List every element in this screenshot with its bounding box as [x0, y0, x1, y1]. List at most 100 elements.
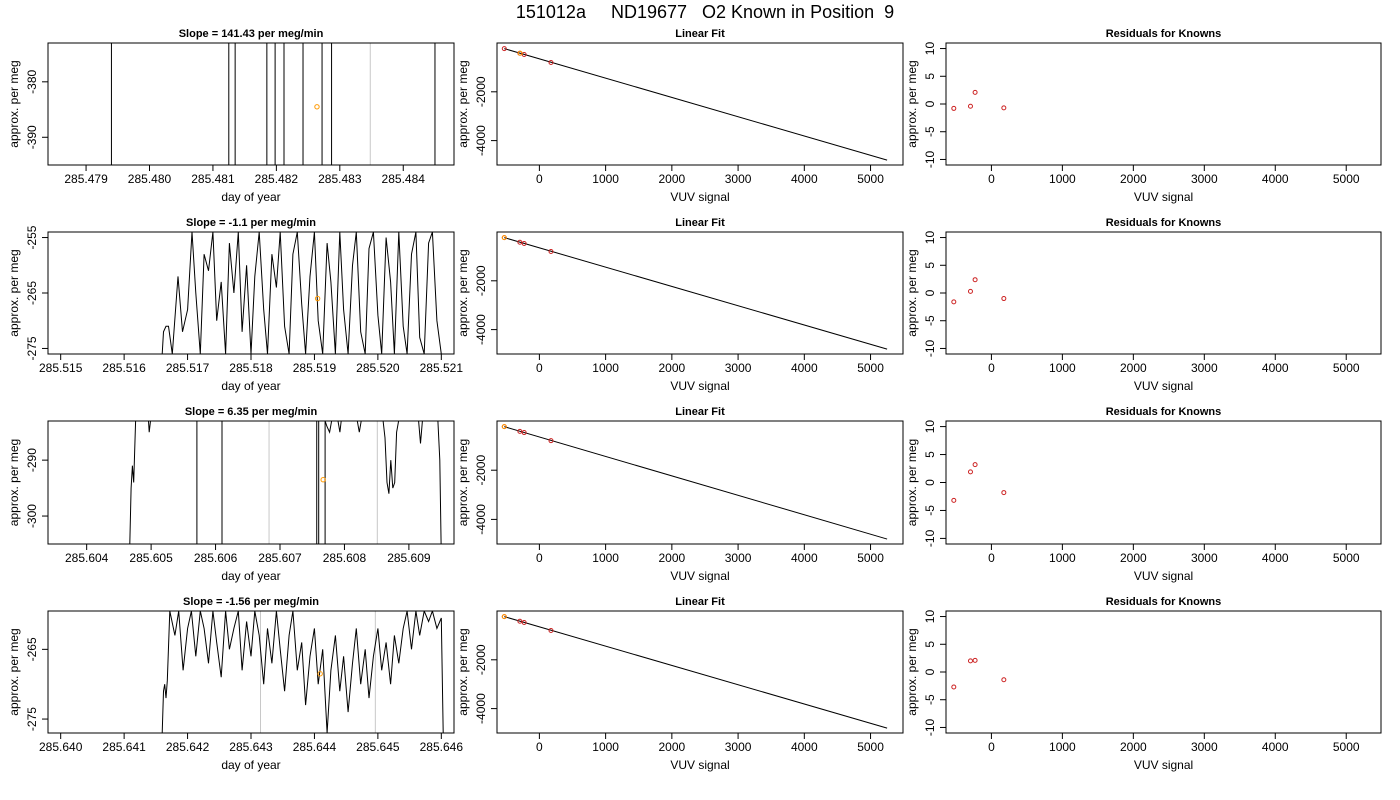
- x-tick-label: 285.606: [194, 551, 238, 565]
- x-tick-label: 1000: [1049, 551, 1076, 565]
- x-tick-label: 1000: [1049, 172, 1076, 186]
- y-axis-label: approx. per meg: [905, 439, 919, 526]
- x-tick-label: 4000: [1262, 740, 1289, 754]
- x-tick-label: 285.609: [387, 551, 431, 565]
- x-axis-label: VUV signal: [670, 758, 729, 772]
- x-tick-label: 5000: [857, 551, 884, 565]
- x-tick-label: 5000: [1333, 551, 1360, 565]
- y-tick-label: -2000: [474, 265, 488, 296]
- plot-area: [501, 235, 888, 350]
- x-tick-label: 0: [536, 551, 543, 565]
- x-tick-label: 0: [536, 361, 543, 375]
- panel-grid: Slope = 141.43 per meg/min day of year app…: [7, 28, 1382, 772]
- x-axis-label: day of year: [221, 569, 280, 583]
- panel-title: Slope = -1.1 per meg/min: [186, 217, 316, 229]
- y-tick-label: -2000: [474, 644, 488, 675]
- y-tick-label: -390: [25, 125, 39, 149]
- y-tick-label: -275: [25, 707, 39, 731]
- y-tick-label: -5: [923, 694, 937, 705]
- residual-point: [951, 299, 957, 305]
- y-axis-label: approx. per meg: [905, 249, 919, 336]
- y-axis-label: approx. per meg: [905, 628, 919, 715]
- y-tick-label: 10: [923, 231, 937, 245]
- panel-title: Slope = 6.35 per meg/min: [185, 406, 318, 418]
- y-tick-label: 0: [923, 100, 937, 107]
- y-tick-label: -4000: [474, 504, 488, 535]
- y-tick-label: 0: [923, 668, 937, 675]
- x-axis-label: VUV signal: [670, 379, 729, 393]
- known-point: [521, 240, 527, 246]
- fit-line: [504, 616, 888, 729]
- x-axis-label: day of year: [221, 379, 280, 393]
- panel-title: Residuals for Knowns: [1106, 217, 1222, 229]
- x-tick-label: 285.519: [293, 361, 337, 375]
- x-tick-label: 2000: [1120, 740, 1147, 754]
- x-tick-label: 285.643: [229, 740, 273, 754]
- fit-line: [504, 237, 888, 350]
- x-tick-label: 285.483: [318, 172, 362, 186]
- known-point: [521, 430, 527, 436]
- y-tick-label: 10: [923, 610, 937, 624]
- plot-frame: [47, 420, 455, 545]
- x-tick-label: 0: [536, 740, 543, 754]
- x-tick-label: 3000: [1191, 740, 1218, 754]
- residual-point: [1001, 490, 1007, 496]
- x-tick-label: 4000: [1262, 172, 1289, 186]
- x-tick-label: 1000: [592, 740, 619, 754]
- x-tick-label: 285.604: [65, 551, 109, 565]
- x-axis-label: day of year: [221, 190, 280, 204]
- x-tick-label: 285.517: [166, 361, 210, 375]
- plot-frame: [47, 610, 455, 734]
- x-tick-label: 3000: [725, 172, 752, 186]
- known-point: [548, 60, 554, 66]
- plot-area: [501, 424, 888, 540]
- x-tick-label: 285.515: [39, 361, 83, 375]
- x-tick-label: 285.520: [356, 361, 400, 375]
- panel-title: Residuals for Knowns: [1106, 406, 1222, 418]
- x-tick-label: 3000: [1191, 551, 1218, 565]
- residual-point: [972, 657, 978, 663]
- x-tick-label: 5000: [1333, 172, 1360, 186]
- unknown-point: [501, 235, 507, 241]
- x-tick-label: 285.521: [420, 361, 464, 375]
- known-point: [517, 239, 523, 245]
- x-tick-label: 285.645: [356, 740, 400, 754]
- row4-linear-fit-panel: Linear Fit VUV signal approx. per meg 0 1000…: [456, 596, 904, 772]
- y-tick-label: -265: [25, 637, 39, 661]
- y-tick-label: -4000: [474, 693, 488, 724]
- x-axis-label: VUV signal: [670, 190, 729, 204]
- x-tick-label: 285.642: [166, 740, 210, 754]
- x-tick-label: 3000: [725, 361, 752, 375]
- x-axis-label: VUV signal: [670, 569, 729, 583]
- y-tick-label: 10: [923, 42, 937, 56]
- x-tick-label: 4000: [1262, 551, 1289, 565]
- known-point: [521, 619, 527, 625]
- x-tick-label: 3000: [725, 551, 752, 565]
- y-tick-label: -2000: [474, 76, 488, 107]
- x-tick-label: 1000: [592, 551, 619, 565]
- row3-residuals-panel: Residuals for Knowns VUV signal approx. pe…: [905, 406, 1382, 583]
- x-tick-label: 3000: [1191, 172, 1218, 186]
- x-axis-label: VUV signal: [1134, 758, 1193, 772]
- known-point: [548, 249, 554, 255]
- y-tick-label: -275: [25, 336, 39, 360]
- plot-area: [951, 462, 1007, 503]
- x-tick-label: 4000: [791, 361, 818, 375]
- x-tick-label: 0: [536, 172, 543, 186]
- y-tick-label: -10: [923, 529, 937, 547]
- y-tick-label: -5: [923, 505, 937, 516]
- plot-area: [110, 43, 436, 165]
- unknown-point: [320, 477, 326, 483]
- plot-area: [951, 277, 1007, 305]
- row1-residuals-panel: Residuals for Knowns VUV signal approx. pe…: [905, 28, 1382, 204]
- y-axis-label: approx. per meg: [7, 439, 21, 526]
- y-tick-label: 5: [923, 641, 937, 648]
- x-tick-label: 285.605: [129, 551, 173, 565]
- x-tick-label: 2000: [659, 740, 686, 754]
- page-title: 151012a ND19677 O2 Known in Position 9: [516, 2, 894, 22]
- y-axis-label: approx. per meg: [905, 60, 919, 147]
- plot-frame: [47, 231, 455, 355]
- x-tick-label: 285.644: [293, 740, 337, 754]
- residual-point: [967, 658, 973, 664]
- x-tick-label: 285.640: [39, 740, 83, 754]
